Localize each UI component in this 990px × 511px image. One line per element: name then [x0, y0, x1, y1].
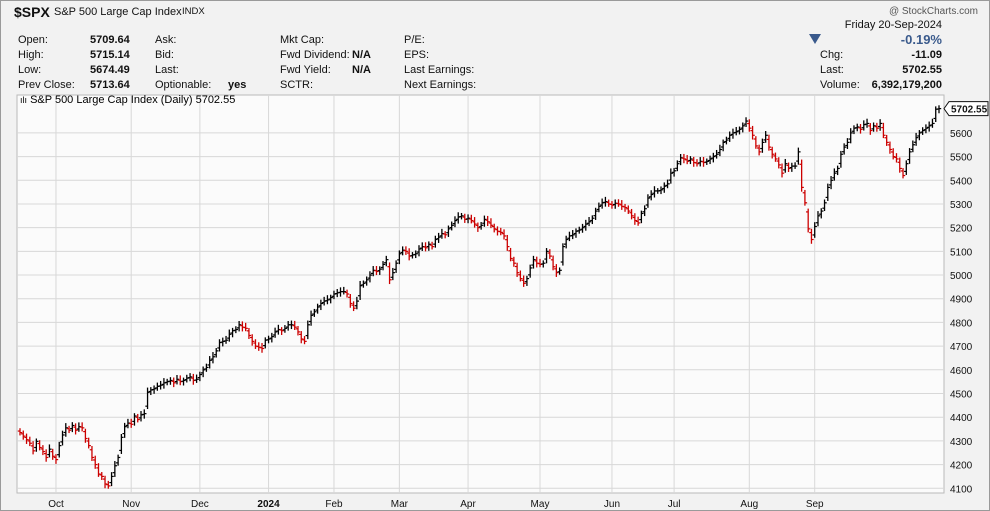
volume-value: 6,392,179,200: [871, 79, 942, 91]
prev-close-label: Prev Close:: [18, 79, 75, 91]
open-value: 5709.64: [90, 34, 130, 46]
low-value: 5674.49: [90, 64, 130, 76]
y-tick-label: 4500: [950, 390, 973, 401]
optionable-value: yes: [228, 79, 247, 91]
y-tick-label: 5000: [950, 271, 973, 282]
x-tick-label: Jul: [668, 499, 681, 510]
chart-legend: ılı S&P 500 Large Cap Index (Daily) 5702…: [20, 94, 235, 106]
y-tick-label: 5300: [950, 200, 973, 211]
last-price-label: 5702.55: [951, 105, 988, 116]
x-tick-label: May: [531, 499, 550, 510]
y-tick-label: 5400: [950, 176, 973, 187]
x-tick-label: Feb: [325, 499, 343, 510]
mkt-cap-label: Mkt Cap:: [280, 34, 325, 46]
y-tick-label: 5500: [950, 153, 973, 164]
low-label: Low:: [18, 64, 42, 76]
legend-glyph-icon: ılı: [20, 95, 28, 105]
y-tick-label: 5100: [950, 247, 973, 258]
high-label: High:: [18, 49, 44, 61]
high-value: 5715.14: [90, 49, 130, 61]
last2-value: 5702.55: [902, 64, 942, 76]
fwd-yield-value: N/A: [352, 64, 371, 76]
prev-close-value: 5713.64: [90, 79, 130, 91]
last-earnings-label: Last Earnings:: [404, 64, 475, 76]
security-name: S&P 500 Large Cap Index: [54, 6, 182, 18]
eps-label: EPS:: [404, 49, 430, 61]
quote-header: $SPX S&P 500 Large Cap Index INDX @ Stoc…: [12, 2, 988, 92]
last2-label: Last:: [820, 64, 844, 76]
last-label: Last:: [155, 64, 179, 76]
pe-label: P/E:: [404, 34, 425, 46]
down-triangle-icon: [809, 34, 821, 44]
bid-label: Bid:: [155, 49, 174, 61]
last-price-tag: [943, 101, 989, 117]
y-tick-label: 4700: [950, 342, 973, 353]
next-earnings-label: Next Earnings:: [404, 79, 477, 91]
fwd-dividend-value: N/A: [352, 49, 371, 61]
y-tick-label: 4800: [950, 318, 973, 329]
x-tick-label: Jun: [604, 499, 620, 510]
plot-area: [16, 94, 945, 494]
y-tick-label: 4300: [950, 437, 973, 448]
chg-label: Chg:: [820, 49, 844, 61]
x-tick-label: Oct: [48, 499, 64, 510]
legend-text: S&P 500 Large Cap Index (Daily) 5702.55: [30, 94, 236, 106]
x-tick-label: Nov: [122, 499, 140, 510]
ask-label: Ask:: [155, 34, 177, 46]
fwd-dividend-label: Fwd Dividend:: [280, 49, 350, 61]
x-tick-label: Mar: [391, 499, 409, 510]
watermark[interactable]: @ StockCharts.com: [888, 6, 978, 17]
chg-value: -11.09: [911, 49, 942, 61]
y-tick-label: 5200: [950, 224, 973, 235]
change-percent: -0.19%: [900, 32, 942, 47]
open-label: Open:: [18, 34, 48, 46]
volume-label: Volume:: [820, 79, 860, 91]
optionable-label: Optionable:: [155, 79, 212, 91]
y-tick-label: 4400: [950, 413, 973, 424]
exchange: INDX: [182, 6, 205, 17]
x-tick-label: Apr: [460, 499, 476, 510]
sctr-label: SCTR:: [280, 79, 313, 91]
y-tick-label: 4900: [950, 295, 973, 306]
y-tick-label: 5600: [950, 129, 973, 140]
x-tick-label: Dec: [191, 499, 209, 510]
x-tick-label: Aug: [740, 499, 758, 510]
y-tick-label: 4100: [950, 484, 973, 495]
y-tick-label: 4200: [950, 461, 973, 472]
quote-date: Friday 20-Sep-2024: [844, 19, 942, 31]
fwd-yield-label: Fwd Yield:: [280, 64, 331, 76]
x-tick-label: Sep: [806, 499, 824, 510]
y-tick-label: 4600: [950, 366, 973, 377]
symbol: $SPX: [14, 4, 50, 20]
x-tick-label: 2024: [257, 499, 280, 510]
